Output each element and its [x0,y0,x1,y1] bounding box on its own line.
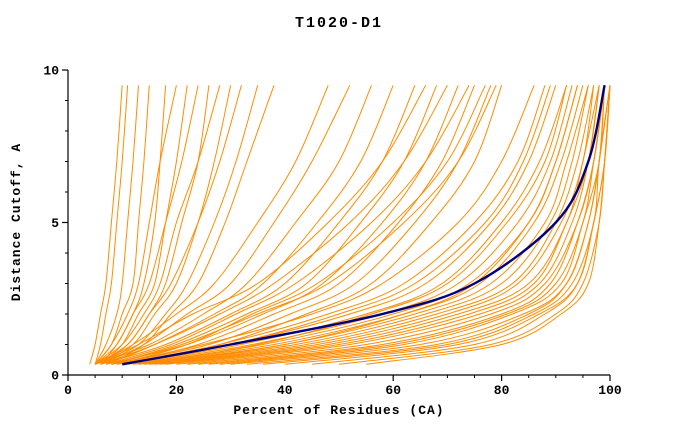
model-curve [100,85,448,365]
model-curve [165,85,600,365]
model-curve [94,85,177,365]
model-curve [94,85,221,365]
model-curve [263,85,611,365]
model-curve [111,85,535,365]
model-curve [138,85,568,365]
model-curve [132,85,584,365]
x-tick-label: 40 [277,383,293,398]
model-curve [143,85,589,365]
model-curve [94,85,129,365]
model-curve [94,85,242,365]
y-tick-label: 5 [51,216,59,231]
x-axis-label: Percent of Residues (CA) [233,403,444,418]
model-curve [111,85,438,365]
plot-title: T1020-D1 [295,15,383,32]
x-tick-label: 80 [494,383,510,398]
model-curve [94,85,150,365]
x-tick-label: 20 [169,383,185,398]
model-curve [366,85,611,365]
y-tick-label: 10 [43,64,59,79]
model-curve [116,85,546,365]
model-curve [94,85,139,365]
model-curve [89,85,123,365]
model-curves-layer [89,85,611,366]
model-curve [208,85,606,365]
model-curve [111,85,497,365]
x-tick-label: 60 [385,383,401,398]
model-curve [149,85,578,365]
model-curve [100,85,351,365]
model-curve [176,85,600,365]
model-curve [105,85,470,365]
model-curve [219,85,606,365]
model-curve [116,85,486,365]
model-curve [149,85,595,365]
axes-layer [62,69,611,381]
model-curve [160,85,600,365]
x-tick-label: 100 [598,383,622,398]
y-axis-label: Distance Cutoff, A [9,143,24,301]
model-curve [100,85,167,365]
tick-labels-layer: 0 20 40 60 80 100 0 5 10 [43,64,622,399]
model-curve [127,85,573,365]
model-curve [94,85,329,365]
highlighted-model-curve [121,85,606,366]
x-tick-label: 0 [64,383,72,398]
model-curve [94,85,427,365]
model-curve [122,85,568,365]
y-tick-label: 0 [51,369,59,384]
model-curve [94,85,199,365]
model-curve [116,85,475,365]
model-curve [100,85,416,365]
model-curve [94,85,372,365]
